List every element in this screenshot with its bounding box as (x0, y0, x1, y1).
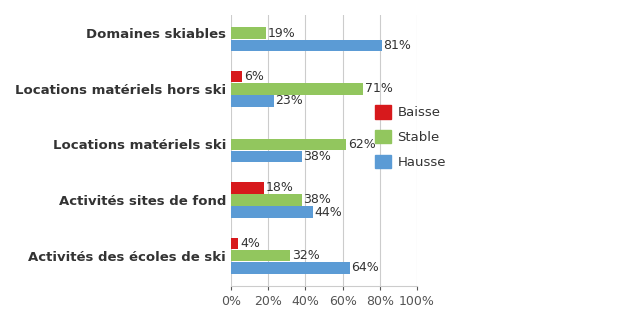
Bar (231, 139, 346, 150)
Bar (231, 27, 266, 39)
Bar (231, 151, 302, 162)
Text: 81%: 81% (383, 39, 411, 52)
Bar (231, 39, 382, 51)
Text: 18%: 18% (266, 181, 294, 194)
Text: 4%: 4% (240, 237, 260, 250)
Bar (231, 237, 239, 249)
Text: 6%: 6% (244, 70, 264, 83)
Text: 64%: 64% (352, 261, 379, 274)
Bar (231, 182, 264, 193)
Text: 38%: 38% (303, 150, 331, 163)
Bar (231, 206, 313, 218)
Text: 44%: 44% (314, 206, 342, 219)
Text: 38%: 38% (303, 193, 331, 206)
Bar (231, 71, 242, 82)
Bar (231, 250, 290, 261)
Legend: Baisse, Stable, Hausse: Baisse, Stable, Hausse (370, 100, 451, 174)
Text: 71%: 71% (364, 82, 393, 95)
Bar (231, 95, 274, 107)
Bar (231, 83, 363, 95)
Text: 62%: 62% (348, 138, 376, 151)
Text: 23%: 23% (275, 95, 303, 108)
Text: 19%: 19% (268, 26, 295, 40)
Text: 32%: 32% (292, 249, 320, 262)
Bar (231, 262, 350, 274)
Bar (231, 194, 302, 206)
